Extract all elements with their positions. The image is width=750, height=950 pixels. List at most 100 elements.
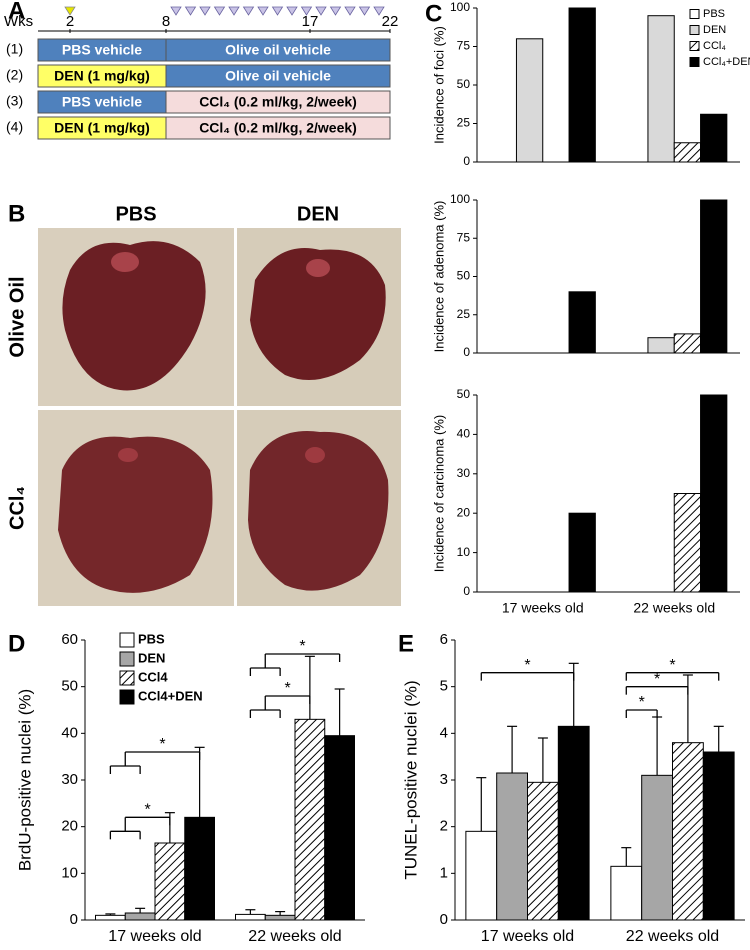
y-tick-label: 60 xyxy=(61,631,78,648)
bar xyxy=(465,830,498,921)
treatment-label: DEN (1 mg/kg) xyxy=(54,120,150,136)
y-tick-label: 0 xyxy=(440,911,448,928)
bar xyxy=(673,333,702,354)
legend-label: CCl4 xyxy=(138,669,168,684)
legend-label: PBS xyxy=(703,8,725,20)
injection-marker xyxy=(213,6,226,16)
error-bar xyxy=(682,674,693,743)
lesion xyxy=(118,448,138,462)
significance-star: * xyxy=(524,657,530,674)
significance-star: * xyxy=(669,657,675,674)
legend-swatch xyxy=(689,41,700,51)
legend-swatch xyxy=(119,670,135,686)
bar xyxy=(557,725,590,921)
error-bar xyxy=(476,777,487,832)
panel-label: A xyxy=(8,0,25,24)
panel-label: B xyxy=(8,200,25,227)
injection-marker xyxy=(257,6,269,16)
injection-marker xyxy=(228,6,240,16)
y-tick-label: 30 xyxy=(61,771,78,788)
bar xyxy=(673,493,702,593)
x-tick-label: 22 weeks old xyxy=(633,600,715,616)
y-tick-label: 0 xyxy=(463,345,470,359)
treatment-label: CCl₄ (0.2 ml/kg, 2/week) xyxy=(199,120,357,136)
bar xyxy=(294,718,326,921)
bar xyxy=(95,914,126,921)
y-tick-label: 2 xyxy=(440,818,448,835)
axis-label: Wks xyxy=(4,13,33,30)
tick-label: 17 xyxy=(302,13,319,30)
y-tick-label: 10 xyxy=(61,864,78,881)
y-tick-label: 50 xyxy=(457,387,471,401)
bar xyxy=(496,772,528,921)
treatment-box xyxy=(165,90,391,114)
treatment-box xyxy=(165,116,391,140)
treatment-box xyxy=(165,38,391,62)
row-label: (2) xyxy=(6,67,23,83)
bar xyxy=(154,842,186,921)
bar xyxy=(124,912,156,921)
liver-photos xyxy=(38,228,401,606)
panel-label: E xyxy=(398,630,414,657)
significance-star: * xyxy=(144,802,150,819)
legend-swatch xyxy=(689,9,700,19)
treatment-label: Olive oil vehicle xyxy=(225,68,331,84)
y-axis-label: BrdU-positive nuclei (%) xyxy=(15,689,34,871)
injection-marker xyxy=(242,6,255,16)
y-tick-label: 6 xyxy=(440,631,448,648)
treatment-label: PBS vehicle xyxy=(62,94,142,110)
error-bar xyxy=(275,910,286,916)
tick-label: 22 xyxy=(382,13,399,30)
y-tick-label: 1 xyxy=(440,864,448,881)
y-axis-label: TUNEL-positive nuclei (%) xyxy=(401,680,420,879)
y-tick-label: 40 xyxy=(61,724,78,741)
y-tick-label: 5 xyxy=(440,678,448,695)
injection-marker xyxy=(286,6,298,16)
bar xyxy=(568,512,596,593)
liver xyxy=(62,241,206,391)
panel-label: C xyxy=(425,0,442,27)
column-label: DEN xyxy=(297,203,339,225)
x-tick-label: 22 weeks old xyxy=(248,928,341,945)
significance-star: * xyxy=(299,638,305,655)
y-tick-label: 3 xyxy=(440,771,448,788)
legend-label: CCl₄+DEN xyxy=(703,56,750,68)
injection-marker xyxy=(64,6,76,16)
bar xyxy=(515,38,544,163)
injection-marker xyxy=(271,6,284,16)
panel-label: D xyxy=(8,630,25,657)
error-bar xyxy=(537,737,548,783)
error-bar xyxy=(304,655,315,720)
bar xyxy=(647,15,675,163)
row-label: (1) xyxy=(6,41,23,57)
injection-marker xyxy=(300,6,313,16)
bar xyxy=(702,751,735,921)
lesion xyxy=(111,252,139,272)
lesion xyxy=(306,259,330,277)
y-tick-label: 4 xyxy=(440,724,448,741)
y-axis-label: Incidence of carcinoma (%) xyxy=(431,415,446,573)
y-tick-label: 50 xyxy=(457,269,471,283)
treatment-box xyxy=(165,64,391,88)
bar xyxy=(672,742,704,921)
column-label: PBS xyxy=(115,203,156,225)
legend-swatch xyxy=(119,632,135,648)
y-tick-label: 0 xyxy=(463,584,470,598)
bar xyxy=(324,735,355,921)
injection-marker xyxy=(170,6,182,16)
bar xyxy=(673,142,702,163)
y-tick-label: 50 xyxy=(457,77,471,91)
y-tick-label: 20 xyxy=(457,505,471,519)
bar xyxy=(647,337,675,354)
row-label: (3) xyxy=(6,93,23,109)
significance-star: * xyxy=(639,694,645,711)
y-tick-label: 30 xyxy=(457,466,471,480)
treatment-label: PBS vehicle xyxy=(62,42,142,58)
row-label: CCl₄ xyxy=(6,486,28,530)
significance-star: * xyxy=(284,680,290,697)
error-bar xyxy=(245,909,256,915)
legend-swatch xyxy=(119,651,135,667)
y-axis-label: Incidence of foci (%) xyxy=(431,26,446,144)
y-tick-label: 25 xyxy=(457,307,471,321)
